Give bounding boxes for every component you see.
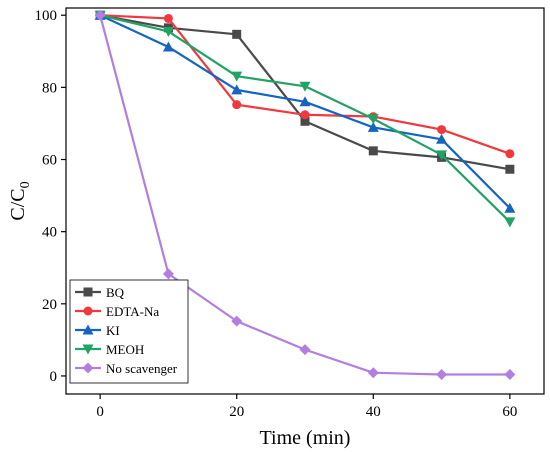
legend-item: No scavenger [75, 361, 178, 376]
data-point [437, 125, 447, 135]
data-point [367, 121, 379, 132]
data-point [368, 146, 378, 156]
legend-item: MEOH [75, 342, 144, 357]
data-point [163, 13, 173, 23]
x-tick-label: 0 [96, 404, 104, 420]
legend-label: MEOH [106, 342, 144, 357]
data-point [505, 149, 515, 159]
x-tick-label: 40 [366, 404, 381, 420]
data-point [436, 369, 448, 381]
data-point [436, 150, 448, 161]
series-layer [94, 9, 516, 381]
data-point [162, 26, 174, 37]
plot-frame [65, 7, 545, 395]
data-point [231, 71, 243, 82]
data-point [231, 84, 243, 95]
y-axis-title: C/C0 [7, 181, 33, 220]
series-meoh [94, 10, 516, 228]
data-point [504, 369, 516, 381]
legend-label: No scavenger [106, 361, 178, 376]
data-point [299, 96, 311, 107]
data-point [162, 268, 174, 280]
legend-label: BQ [106, 285, 125, 300]
data-point [504, 202, 516, 213]
legend-marker [83, 306, 93, 316]
data-point [232, 100, 242, 110]
data-point [232, 29, 242, 39]
x-tick-label: 60 [502, 404, 517, 420]
legend-marker [82, 344, 94, 355]
y-axis-title-main: C/C [7, 188, 29, 220]
series-no-scavenger [94, 9, 516, 381]
data-point [299, 344, 311, 356]
data-point [367, 367, 379, 379]
y-axis-title-subscript: 0 [18, 181, 33, 188]
data-point [162, 41, 174, 52]
legend: BQ EDTA-Na KI MEOH No scavenger [69, 279, 189, 384]
data-point [94, 9, 106, 21]
data-point [505, 164, 515, 174]
x-tick-label: 20 [229, 404, 244, 420]
y-tick-label: 80 [42, 80, 57, 96]
legend-item: EDTA-Na [75, 304, 159, 319]
y-tick-label: 40 [42, 225, 57, 241]
data-point [367, 114, 379, 125]
x-axis-title: Time (min) [260, 427, 351, 449]
y-tick-label: 0 [50, 369, 58, 385]
y-tick-label: 100 [35, 8, 58, 24]
data-point [300, 116, 310, 126]
data-point [300, 110, 310, 120]
legend-item: KI [75, 323, 120, 338]
legend-marker [83, 287, 93, 297]
y-tick-label: 60 [42, 153, 57, 169]
data-point [504, 217, 516, 228]
data-point [299, 81, 311, 92]
legend-marker [82, 324, 94, 335]
legend-item: BQ [75, 285, 125, 300]
ticks-layer: 0 20 40 60 0 20 40 60 80 100 [35, 8, 518, 420]
data-point [436, 133, 448, 144]
data-point [231, 315, 243, 327]
y-tick-label: 20 [42, 297, 57, 313]
legend-marker [82, 362, 94, 374]
legend-label: EDTA-Na [106, 304, 159, 319]
legend-label: KI [106, 323, 120, 338]
